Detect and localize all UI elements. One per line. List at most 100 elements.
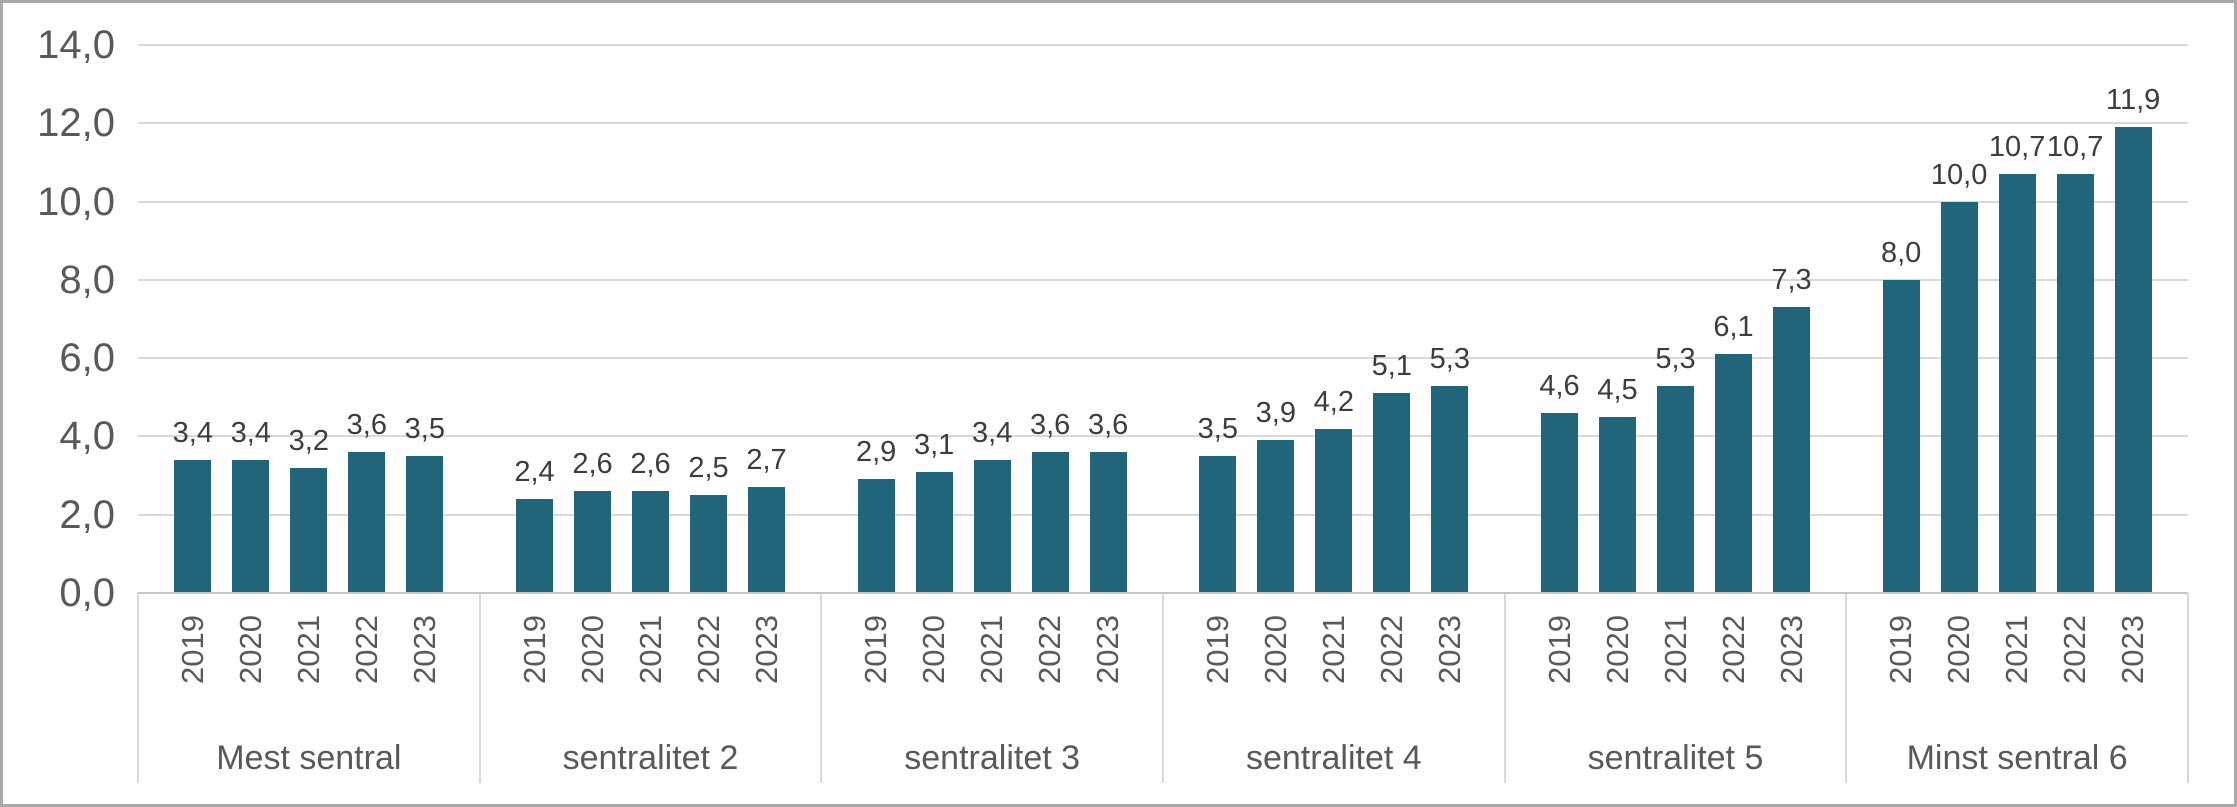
group-separator: [820, 593, 823, 783]
gridline: [138, 44, 2188, 46]
group-label: Minst sentral 6: [1906, 739, 2128, 777]
bar-2023-mest-sentral: [406, 456, 444, 593]
bar-value-label: 3,4: [230, 416, 271, 449]
bar-value-label: 10,7: [1988, 131, 2046, 164]
year-tick-label: 2022: [348, 615, 384, 684]
group-label: Mest sentral: [216, 739, 402, 777]
y-axis-tick-label: 8,0: [59, 257, 115, 302]
bar-2021-sentralitet-2: [632, 491, 669, 593]
year-tick-label: 2019: [858, 615, 894, 684]
bar-2020-sentralitet-2: [574, 491, 611, 593]
bar-2022-minst-sentral-6: [2056, 174, 2094, 593]
gridline: [138, 122, 2188, 125]
bar-value-label: 3,6: [1029, 409, 1071, 442]
bar-2020-sentralitet-3: [915, 471, 953, 593]
year-tick-label: 2020: [574, 615, 610, 684]
group-label: sentralitet 3: [904, 739, 1081, 777]
year-tick-label: 2021: [632, 615, 668, 684]
bar-value-label: 2,9: [855, 436, 897, 469]
year-tick-label: 2023: [1090, 615, 1126, 684]
bar-2022-mest-sentral: [348, 452, 386, 593]
bar-value-label: 4,2: [1313, 385, 1354, 418]
y-axis-tick-label: 12,0: [37, 101, 115, 146]
gridline: [138, 357, 2188, 360]
year-tick-label: 2020: [232, 615, 268, 684]
bar-value-label: 8,0: [1880, 236, 1922, 269]
bar-value-label: 3,4: [172, 416, 213, 449]
bar-2021-sentralitet-4: [1315, 428, 1353, 593]
bar-value-label: 6,1: [1713, 311, 1754, 344]
bar-value-label: 3,2: [288, 424, 329, 457]
group-separator: [1845, 593, 1848, 783]
bar-2022-sentralitet-5: [1715, 354, 1752, 593]
year-tick-label: 2020: [1257, 615, 1293, 684]
gridline: [138, 513, 2188, 516]
year-tick-label: 2023: [748, 615, 784, 684]
bar-value-label: 3,6: [346, 409, 387, 442]
bar-2023-sentralitet-5: [1773, 307, 1810, 593]
bar-value-label: 2,5: [688, 452, 729, 485]
year-tick-label: 2022: [1715, 615, 1751, 684]
axis-baseline: [138, 592, 2188, 594]
bar-value-label: 3,6: [1087, 409, 1129, 442]
bar-value-label: 2,6: [630, 448, 671, 481]
bar-2021-minst-sentral-6: [1998, 174, 2036, 593]
year-tick-label: 2019: [516, 615, 552, 684]
bar-2019-sentralitet-2: [516, 499, 553, 593]
y-axis-tick-label: 10,0: [37, 179, 115, 224]
bar-value-label: 3,5: [1197, 413, 1238, 445]
year-tick-label: 2021: [1999, 615, 2035, 684]
bar-value-label: 5,3: [1655, 342, 1696, 375]
year-tick-label: 2021: [1657, 615, 1693, 684]
bar-2019-minst-sentral-6: [1882, 279, 1920, 593]
bar-2020-mest-sentral: [232, 459, 270, 593]
bar-value-label: 2,7: [746, 444, 787, 477]
year-tick-label: 2019: [1883, 615, 1919, 684]
bar-value-label: 5,1: [1371, 350, 1412, 383]
y-axis-tick-label: 14,0: [37, 23, 115, 67]
bar-value-label: 10,7: [2046, 131, 2104, 164]
year-tick-label: 2019: [1199, 615, 1235, 684]
bar-2021-sentralitet-5: [1657, 385, 1694, 593]
year-tick-label: 2022: [690, 615, 726, 684]
year-tick-label: 2021: [1315, 615, 1351, 684]
year-tick-label: 2022: [1032, 615, 1068, 684]
year-tick-label: 2023: [2115, 615, 2151, 684]
gridline: [138, 278, 2188, 281]
bar-value-label: 11,9: [2106, 84, 2161, 117]
bar-value-label: 3,1: [913, 428, 955, 461]
year-tick-label: 2019: [1541, 615, 1577, 684]
bar-2021-mest-sentral: [290, 467, 328, 593]
bar-value-label: 7,3: [1771, 264, 1812, 297]
bar-2022-sentralitet-3: [1031, 452, 1069, 593]
y-axis-tick-label: 4,0: [59, 414, 115, 459]
bar-2023-minst-sentral-6: [2114, 127, 2152, 593]
bar-2019-sentralitet-4: [1199, 456, 1237, 593]
y-axis-tick-label: 2,0: [59, 492, 115, 537]
gridline: [138, 200, 2188, 203]
bar-value-label: 4,5: [1597, 373, 1638, 406]
bar-value-label: 3,5: [404, 413, 445, 445]
gridline: [138, 435, 2188, 438]
bar-2023-sentralitet-2: [748, 487, 785, 593]
bar-value-label: 4,6: [1539, 369, 1580, 402]
bar-2022-sentralitet-2: [690, 495, 727, 593]
year-tick-label: 2021: [974, 615, 1010, 684]
bar-value-label: 5,3: [1429, 342, 1470, 375]
year-tick-label: 2022: [2057, 615, 2093, 684]
year-tick-label: 2023: [1431, 615, 1467, 684]
bar-value-label: 3,9: [1255, 397, 1296, 430]
bar-2019-sentralitet-5: [1541, 412, 1578, 593]
year-tick-label: 2019: [174, 615, 210, 684]
group-separator: [1503, 593, 1506, 783]
year-tick-label: 2023: [406, 615, 442, 684]
bar-2022-sentralitet-4: [1373, 393, 1411, 593]
y-axis-tick-label: 0,0: [59, 571, 115, 615]
year-tick-label: 2022: [1373, 615, 1409, 684]
year-tick-label: 2023: [1773, 615, 1809, 684]
bar-value-label: 10,0: [1930, 158, 1988, 191]
bar-2023-sentralitet-4: [1431, 385, 1469, 593]
bar-value-label: 2,4: [514, 456, 555, 489]
bar-2019-mest-sentral: [174, 459, 212, 593]
year-tick-label: 2021: [290, 615, 326, 684]
